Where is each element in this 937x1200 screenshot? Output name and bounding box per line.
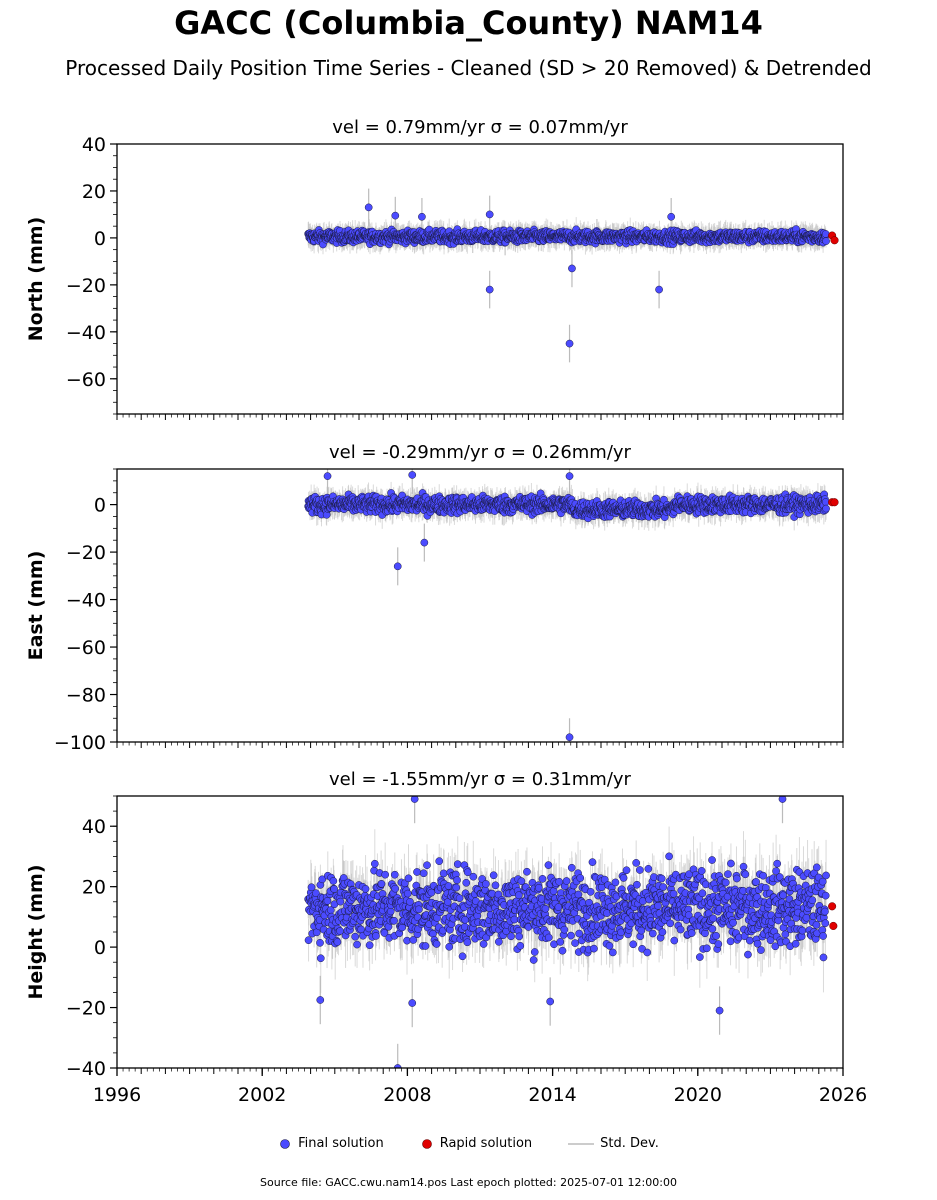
figure-title: GACC (Columbia_County) NAM14 xyxy=(174,4,763,42)
final-solution-point xyxy=(418,212,426,221)
figure-subtitle: Processed Daily Position Time Series - C… xyxy=(65,56,872,80)
y-tick-label: 0 xyxy=(94,228,106,250)
final-solution-point xyxy=(565,339,574,348)
final-solution-point xyxy=(822,237,830,245)
y-tick-label: −60 xyxy=(66,369,106,391)
y-tick-label: −40 xyxy=(66,322,106,344)
final-solution-point xyxy=(655,285,663,294)
final-solution-point xyxy=(485,285,494,294)
y-tick-label: 20 xyxy=(82,181,106,203)
plot-area-north xyxy=(304,188,839,363)
final-solution-point xyxy=(364,203,373,212)
axes-frame-north xyxy=(116,143,844,415)
y-tick-label: −20 xyxy=(66,275,106,297)
y-axis-label-north: North (mm) xyxy=(25,217,47,342)
plot-area-east xyxy=(304,469,839,742)
final-solution-point xyxy=(568,264,576,273)
y-tick-label: 40 xyxy=(82,134,106,156)
final-solution-point xyxy=(667,212,676,221)
final-solution-point xyxy=(485,210,494,219)
panel-title-north: vel = 0.79mm/yr σ = 0.07mm/yr xyxy=(332,117,628,138)
panel-north: 40 20 0 −20 −40 −60 vel = 0.79mm/yr σ = 0.07mm… xyxy=(25,117,844,420)
final-solution-point xyxy=(391,211,400,220)
rapid-solution-point xyxy=(830,236,839,245)
